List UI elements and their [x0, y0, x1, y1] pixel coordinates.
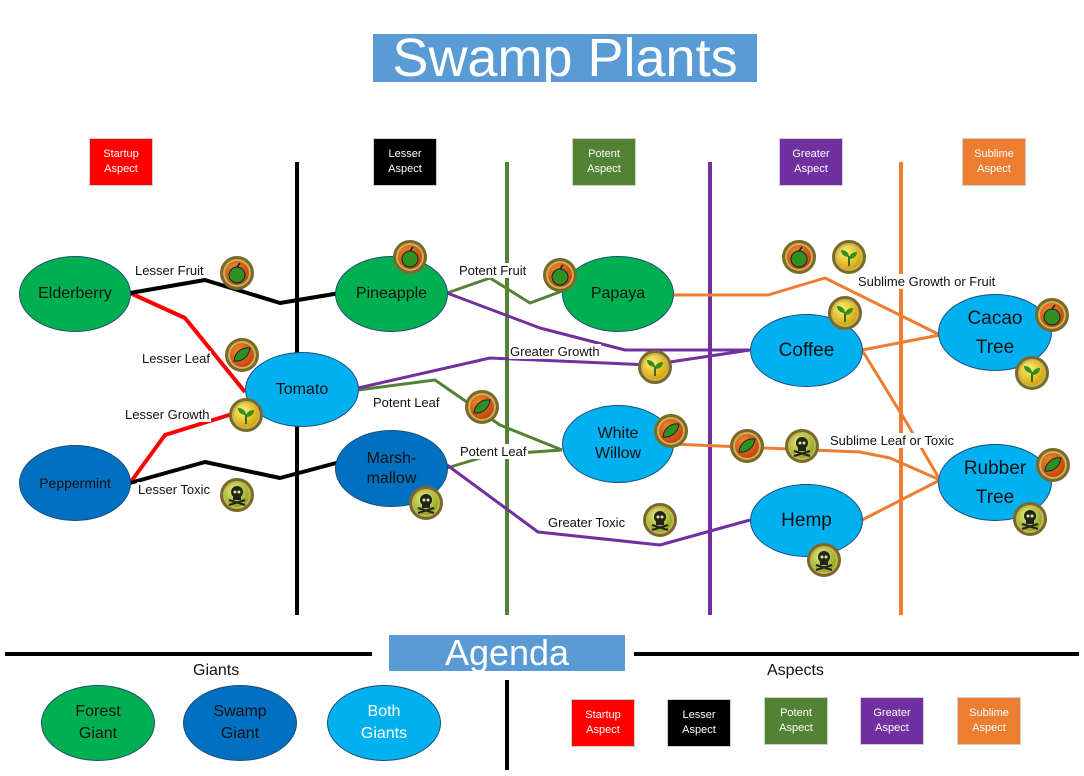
fruit-icon	[543, 258, 577, 292]
edge-papaya-cacao	[672, 276, 941, 337]
plant-node-elderberry: Elderberry	[19, 256, 131, 332]
edge-tomato-coffee	[357, 348, 751, 390]
fruit-icon	[220, 256, 254, 290]
plant-node-papaya: Papaya	[562, 256, 674, 332]
edge-label-lesser-leaf: Lesser Leaf	[141, 351, 211, 366]
plant-node-pineapple: Pineapple	[335, 256, 448, 332]
leaf-icon	[730, 429, 764, 463]
plant-node-white-willow: White Willow	[562, 405, 674, 483]
edge-label-lesser-fruit: Lesser Fruit	[134, 263, 205, 278]
edge-coffee-rubber	[860, 349, 942, 481]
toxic-icon	[220, 478, 254, 512]
toxic-icon	[807, 543, 841, 577]
aspect-header-sublime: Sublime Aspect	[962, 138, 1026, 186]
edge-label-greater-toxic: Greater Toxic	[547, 515, 627, 530]
leaf-icon	[1036, 448, 1070, 482]
edge-label-potent-fruit: Potent Fruit	[458, 263, 528, 278]
aspect-header-potent: Potent Aspect	[572, 138, 636, 186]
toxic-icon	[785, 429, 819, 463]
fruit-icon	[393, 240, 427, 274]
legend-aspect-potent: Potent Aspect	[764, 697, 828, 745]
plant-node-peppermint: Peppermint	[19, 445, 131, 521]
growth-icon	[828, 296, 862, 330]
edge-peppermint-tomato	[128, 408, 246, 485]
aspect-header-startup: Startup Aspect	[89, 138, 153, 186]
legend-aspect-startup: Startup Aspect	[571, 699, 635, 747]
edge-label-sublime-leaf-or-toxic: Sublime Leaf or Toxic	[829, 433, 956, 448]
diagram-title: Swamp Plants	[373, 31, 757, 85]
edge-label-sublime-growth-or-fruit: Sublime Growth or Fruit	[857, 274, 997, 289]
growth-icon	[1015, 356, 1049, 390]
toxic-icon	[643, 503, 677, 537]
aspect-header-greater: Greater Aspect	[779, 138, 843, 186]
toxic-icon	[1013, 502, 1047, 536]
legend-aspects-header: Aspects	[767, 662, 824, 679]
legend-giants-header: Giants	[193, 662, 240, 679]
legend-aspect-sublime: Sublime Aspect	[957, 697, 1021, 745]
edge-peppermint-marshmallow	[129, 460, 341, 485]
edge-hemp-rubber	[861, 478, 941, 522]
edge-label-lesser-growth: Lesser Growth	[124, 407, 211, 422]
toxic-icon	[409, 486, 443, 520]
growth-icon	[638, 350, 672, 384]
edge-elderberry-tomato	[129, 291, 247, 394]
leaf-icon	[225, 338, 259, 372]
legend-swamp-giant: Swamp Giant	[183, 685, 297, 761]
plant-node-tomato: Tomato	[245, 352, 359, 427]
leaf-icon	[654, 414, 688, 448]
edge-label-potent-leaf-marshmallow: Potent Leaf	[459, 444, 528, 459]
edge-pineapple-coffee	[446, 291, 750, 352]
edge-marshmallow-hemp	[446, 463, 751, 547]
legend-forest-giant: Forest Giant	[41, 685, 155, 761]
plant-node-hemp: Hemp	[750, 484, 863, 557]
edge-label-potent-leaf-tomato: Potent Leaf	[372, 395, 441, 410]
edge-coffee-cacao	[861, 333, 941, 352]
fruit-icon	[782, 240, 816, 274]
fruit-icon	[1035, 298, 1069, 332]
growth-icon	[832, 240, 866, 274]
growth-icon	[229, 398, 263, 432]
legend-aspect-greater: Greater Aspect	[860, 697, 924, 745]
edge-label-greater-growth: Greater Growth	[509, 344, 601, 359]
aspect-header-lesser: Lesser Aspect	[373, 138, 437, 186]
edge-label-lesser-toxic: Lesser Toxic	[137, 482, 212, 497]
legend-aspect-lesser: Lesser Aspect	[667, 699, 731, 747]
edge-pineapple-papaya	[446, 276, 566, 305]
legend-both-giants: Both Giants	[327, 685, 441, 761]
leaf-icon	[465, 390, 499, 424]
edge-whitewillow-rubber	[671, 442, 941, 482]
edge-elderberry-pineapple	[129, 278, 341, 305]
agenda-title: Agenda	[389, 635, 625, 671]
